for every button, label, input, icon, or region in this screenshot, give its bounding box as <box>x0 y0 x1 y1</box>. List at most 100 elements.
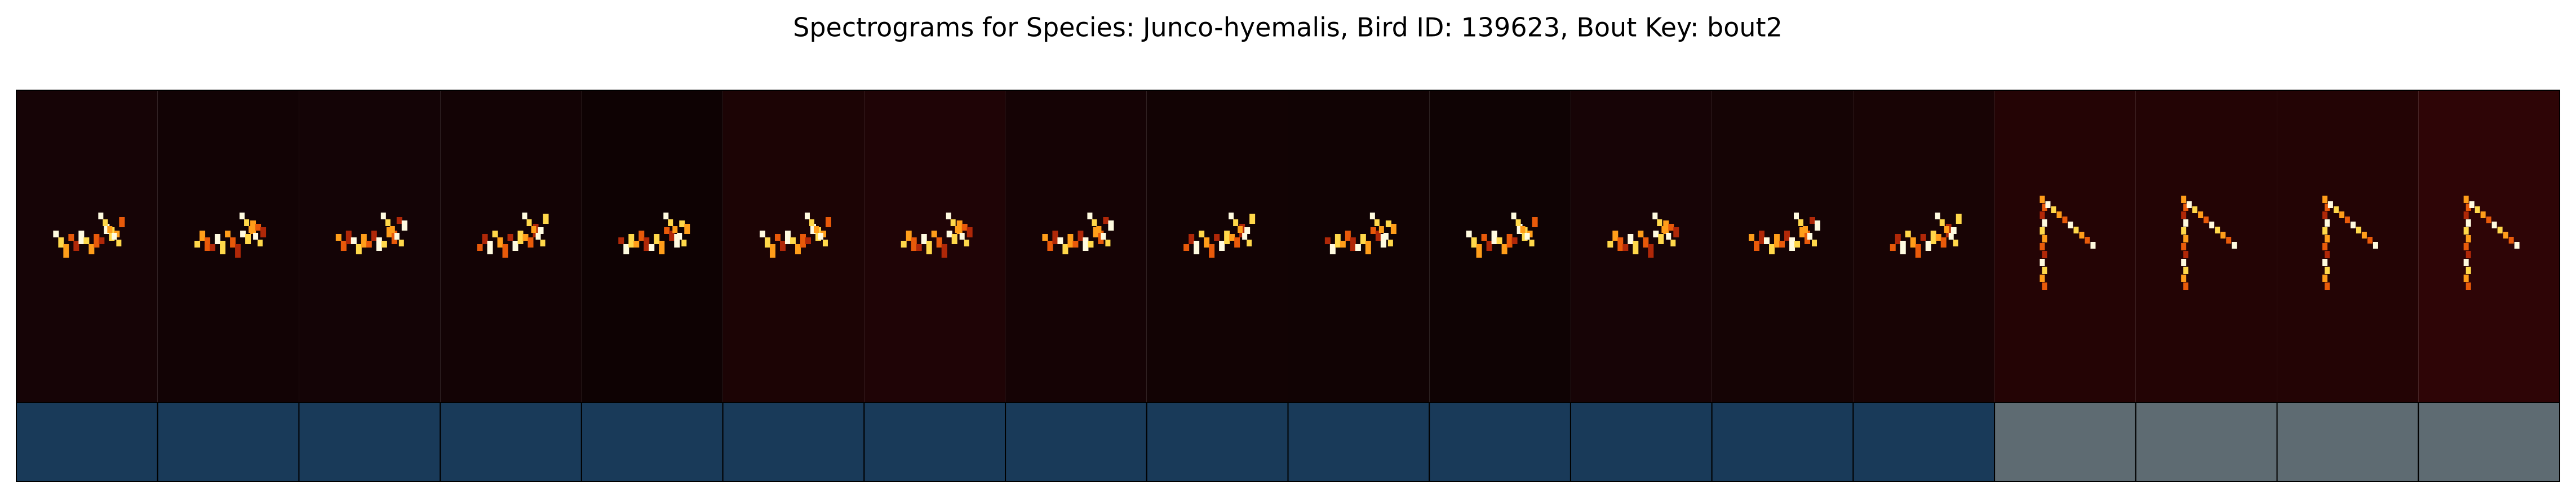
syllable <box>1810 217 1816 224</box>
syllable <box>1948 233 1954 240</box>
syllable <box>1052 231 1058 244</box>
spectrogram-panel <box>2418 90 2560 403</box>
syllable <box>2322 259 2327 266</box>
syllable <box>1524 233 1530 240</box>
syllable <box>194 241 201 248</box>
label-bar <box>2276 402 2419 482</box>
syllable <box>2085 237 2090 244</box>
syllable <box>1047 241 1053 251</box>
syllable <box>2322 243 2327 250</box>
syllable <box>1345 231 1351 241</box>
syllable <box>335 234 342 241</box>
spectrogram-panel <box>864 90 1006 403</box>
syllable <box>1360 234 1366 244</box>
syllable <box>1607 241 1613 248</box>
label-bar <box>1569 402 1713 482</box>
syllable <box>249 226 254 233</box>
syllable <box>1529 240 1535 246</box>
syllable <box>1466 231 1472 237</box>
syllable <box>1383 233 1389 240</box>
syllable <box>1491 231 1497 244</box>
syllable <box>1385 220 1391 227</box>
syllable <box>2324 204 2330 211</box>
syllable <box>2062 217 2068 223</box>
syllable <box>1930 231 1936 244</box>
syllable <box>1935 213 1940 219</box>
syllable <box>1935 234 1941 241</box>
syllable <box>1895 234 1901 244</box>
label-bar <box>1146 402 1289 482</box>
syllable <box>2187 201 2192 208</box>
syllable <box>512 241 518 251</box>
syllable <box>1101 233 1106 240</box>
syllable <box>2209 222 2215 228</box>
spectrogram-panel <box>1146 90 1288 403</box>
syllable <box>73 241 79 251</box>
syllable <box>901 241 907 248</box>
syllable <box>1915 244 1921 258</box>
spectrogram-panel <box>1853 90 1995 403</box>
label-bar <box>2135 402 2278 482</box>
syllable <box>921 234 927 244</box>
syllable <box>1501 244 1508 254</box>
syllable <box>804 213 810 219</box>
label-bar <box>440 402 582 482</box>
syllable <box>1334 234 1341 248</box>
syllable <box>507 234 513 241</box>
syllable <box>1355 244 1361 251</box>
syllable <box>1633 241 1639 254</box>
syllable <box>1350 237 1356 251</box>
figure-title: Spectrograms for Species: Junco-hyemalis… <box>793 12 1783 43</box>
syllable <box>2463 227 2469 235</box>
syllable <box>1759 231 1765 244</box>
syllable <box>2192 206 2198 213</box>
syllable <box>210 244 216 251</box>
syllable <box>1387 240 1393 246</box>
syllable <box>255 224 261 231</box>
syllable <box>1238 226 1243 233</box>
syllable <box>2324 282 2330 290</box>
syllable <box>2183 219 2189 227</box>
syllable <box>2350 222 2356 228</box>
spectrogram-panel <box>16 90 158 403</box>
syllable <box>941 244 947 258</box>
syllable <box>2497 227 2503 233</box>
syllable <box>1940 237 1947 248</box>
label-bar <box>157 402 300 482</box>
syllable <box>104 224 110 234</box>
syllable <box>2039 211 2045 219</box>
syllable <box>1324 237 1331 244</box>
syllable <box>1673 227 1679 237</box>
syllable <box>809 219 814 226</box>
syllable <box>1666 233 1671 240</box>
syllable <box>2322 275 2327 282</box>
syllable <box>659 241 665 254</box>
syllable <box>2183 282 2189 290</box>
syllable <box>1242 233 1248 240</box>
syllable <box>805 237 811 244</box>
syllable <box>2073 227 2079 233</box>
syllable <box>2042 235 2047 242</box>
syllable <box>2215 227 2220 233</box>
syllable <box>1779 241 1785 248</box>
syllable <box>800 234 806 248</box>
syllable <box>1754 241 1760 251</box>
syllable <box>2466 282 2471 290</box>
syllable <box>1532 217 1538 227</box>
label-bar <box>722 402 865 482</box>
syllable <box>1244 227 1251 234</box>
syllable <box>396 217 402 224</box>
syllable <box>103 219 108 226</box>
syllable <box>2079 232 2085 239</box>
syllable <box>535 233 541 240</box>
spectrogram-panel <box>1994 90 2136 403</box>
syllable <box>487 241 493 254</box>
syllable <box>1774 234 1780 248</box>
syllable <box>2181 275 2187 282</box>
syllable <box>1083 237 1089 251</box>
syllable <box>385 219 391 226</box>
syllable <box>2463 243 2469 250</box>
syllable <box>633 241 640 248</box>
syllable <box>926 241 932 254</box>
